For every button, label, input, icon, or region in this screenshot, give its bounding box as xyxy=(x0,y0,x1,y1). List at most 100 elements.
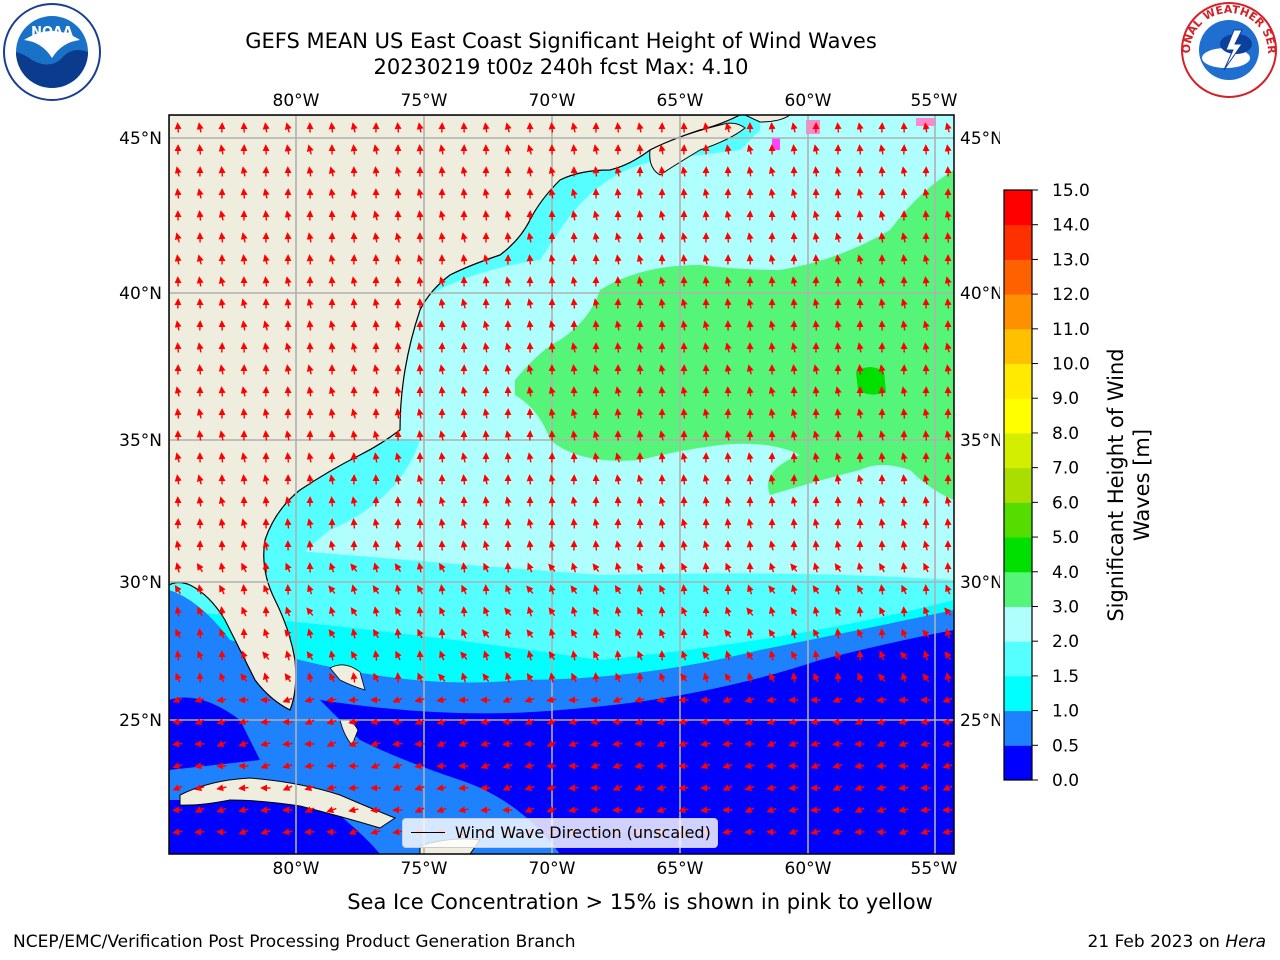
wave-arrow xyxy=(634,718,645,725)
wave-arrow xyxy=(593,650,600,661)
lon-label: 70°W xyxy=(529,91,576,111)
wave-arrow xyxy=(878,166,886,177)
wave-arrow xyxy=(460,320,468,331)
wave-arrow xyxy=(768,166,776,177)
wave-arrow xyxy=(527,606,534,617)
wave-arrow xyxy=(724,122,732,133)
wave-arrow xyxy=(350,430,358,441)
wave-arrow xyxy=(504,298,512,309)
wave-arrow xyxy=(548,408,556,419)
wave-arrow xyxy=(614,386,622,397)
wave-arrow xyxy=(548,166,556,177)
wave-arrow xyxy=(218,606,226,617)
wave-arrow xyxy=(196,364,204,375)
wave-arrow xyxy=(394,122,402,133)
wave-arrow xyxy=(240,254,248,265)
wave-arrow xyxy=(197,606,204,617)
wave-arrow xyxy=(923,606,930,617)
wave-arrow xyxy=(174,188,182,199)
wave-arrow xyxy=(350,144,358,155)
colorbar-swatches xyxy=(1004,190,1032,781)
wave-arrow xyxy=(218,364,226,375)
wave-arrow xyxy=(350,672,358,683)
wave-arrow xyxy=(196,188,204,199)
wave-arrow xyxy=(482,430,490,441)
wave-arrow xyxy=(546,696,557,704)
wave-arrow xyxy=(172,828,183,836)
wave-arrow xyxy=(260,806,271,814)
wave-arrow xyxy=(438,673,446,682)
wave-arrow xyxy=(834,540,842,551)
wave-arrow xyxy=(350,408,358,419)
wave-arrow xyxy=(350,584,358,595)
wave-arrow xyxy=(944,232,952,243)
wave-arrow xyxy=(306,386,314,397)
wave-arrow xyxy=(878,210,886,221)
wave-arrow xyxy=(768,254,776,265)
wave-arrow xyxy=(196,430,204,441)
wave-arrow xyxy=(570,496,578,507)
colorbar-swatch xyxy=(1004,537,1032,573)
wave-arrow xyxy=(702,122,710,133)
wave-arrow xyxy=(482,276,490,287)
wave-arrow xyxy=(328,320,336,331)
wave-arrow xyxy=(592,298,600,309)
wave-arrow xyxy=(658,430,666,441)
wave-arrow xyxy=(240,386,248,397)
wave-arrow xyxy=(174,320,182,331)
wave-arrow xyxy=(527,562,534,573)
wave-arrow xyxy=(942,696,953,703)
wave-arrow xyxy=(524,806,535,813)
wave-arrow xyxy=(329,672,336,683)
wave-arrow xyxy=(702,188,710,199)
wave-arrow xyxy=(746,651,754,661)
wave-arrow xyxy=(944,607,952,616)
wave-arrow xyxy=(372,364,380,375)
wave-arrow xyxy=(878,276,886,287)
wave-arrow xyxy=(700,740,711,748)
wave-arrow xyxy=(436,784,447,792)
wave-arrow xyxy=(923,562,930,573)
wave-arrow xyxy=(284,650,292,661)
wave-arrow xyxy=(636,364,644,375)
bahamas-land xyxy=(329,664,366,691)
wave-height-map: 80°W 75°W 70°W 65°W 60°W 55°W 80°W 75°W … xyxy=(119,91,1000,879)
wave-arrow xyxy=(436,718,447,726)
wave-arrow xyxy=(548,254,556,265)
wave-arrow xyxy=(350,298,358,309)
wave-arrow xyxy=(942,784,953,791)
footer-date: 21 Feb 2023 on Hera xyxy=(1088,932,1266,952)
wave-arrow xyxy=(856,364,864,375)
wave-arrow xyxy=(724,673,732,683)
wave-arrow xyxy=(328,496,336,507)
wave-arrow xyxy=(878,584,886,595)
wave-arrow xyxy=(460,518,468,529)
wave-arrow xyxy=(570,518,578,529)
wave-arrow xyxy=(326,718,337,726)
wave-arrow xyxy=(416,188,424,199)
footer-date-text: 21 Feb 2023 on xyxy=(1087,932,1226,952)
wave-arrow xyxy=(350,563,358,572)
wave-arrow xyxy=(746,298,754,309)
wave-arrow xyxy=(656,806,667,813)
wave-arrow xyxy=(328,474,336,485)
wave-arrow xyxy=(746,364,754,375)
wave-arrow xyxy=(942,828,953,836)
wave-arrow xyxy=(637,650,644,661)
wave-arrow xyxy=(790,408,798,419)
wave-arrow xyxy=(350,188,358,199)
colorbar-tick-label: 12.0 xyxy=(1052,285,1090,305)
wave-arrow xyxy=(461,672,468,683)
colorbar-swatch xyxy=(1004,502,1032,538)
wave-arrow xyxy=(548,607,556,617)
wave-arrow xyxy=(350,496,358,507)
wave-arrow xyxy=(570,122,578,133)
wave-arrow xyxy=(260,762,271,769)
wave-arrow xyxy=(172,740,183,748)
wave-arrow xyxy=(922,430,930,441)
wave-arrow xyxy=(746,144,754,155)
wave-arrow xyxy=(238,718,249,726)
wave-arrow xyxy=(680,188,688,199)
wave-arrow xyxy=(900,606,908,617)
wave-arrow xyxy=(350,607,358,617)
